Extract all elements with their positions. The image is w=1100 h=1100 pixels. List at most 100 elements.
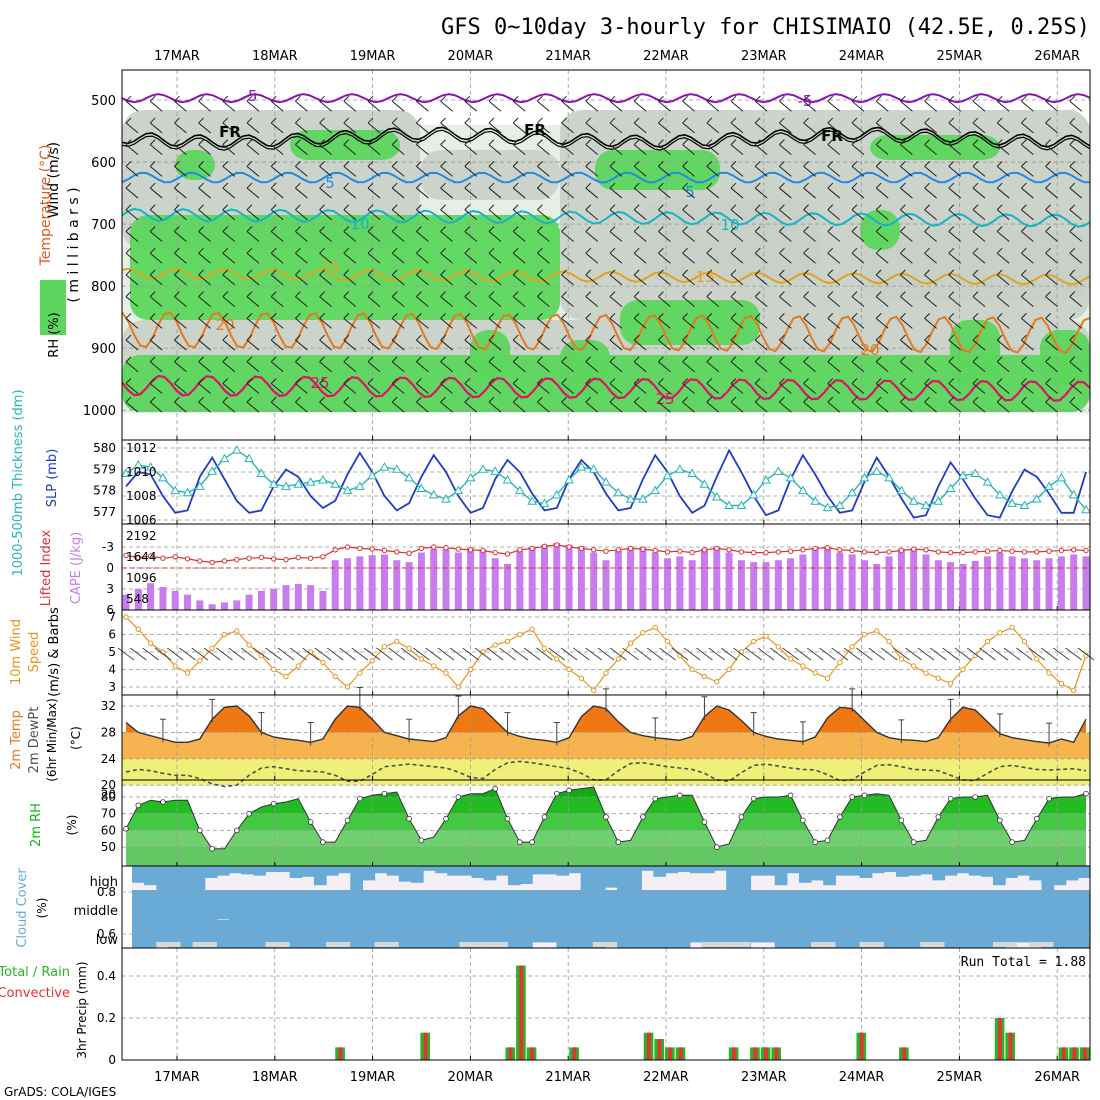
barb-staff [827, 122, 841, 134]
cape-ylabels: Lifted Index CAPE (J/kg) [39, 529, 84, 606]
wind-barb [125, 226, 139, 242]
cape-bar [700, 548, 708, 610]
wind-barb [222, 378, 236, 394]
barb-staff [996, 274, 1010, 286]
barb-staff [972, 274, 986, 286]
thickness-point [404, 472, 414, 482]
cloud-high-bar [313, 866, 327, 886]
barb-staff [246, 361, 260, 373]
barb-flag [537, 396, 543, 403]
barb-staff [488, 317, 502, 329]
wind-barb [343, 204, 357, 221]
barb-flag [585, 247, 592, 254]
barb-staff [658, 187, 671, 199]
barb-flag [875, 204, 882, 211]
barb-flag [851, 160, 858, 167]
wind-barb [1045, 95, 1058, 112]
thickness-point [970, 468, 981, 478]
cape-bar [319, 590, 327, 610]
wind-barb [512, 95, 526, 112]
wind-barb [633, 160, 647, 177]
contour-label: FR [524, 121, 546, 139]
barb-staff [851, 383, 865, 394]
thickness-point [921, 500, 931, 510]
wind-barb [609, 247, 623, 264]
li-point [935, 549, 942, 555]
cape-bar [368, 555, 376, 610]
rh-point [603, 814, 609, 820]
barb-flag [488, 117, 495, 124]
wind-barb [174, 378, 187, 394]
thickness-point [1019, 500, 1030, 510]
barb-flag [440, 182, 446, 189]
barb-flag [125, 356, 132, 363]
barb-flag [706, 269, 713, 276]
barb-staff [633, 401, 647, 413]
cloud-middle-bar [1065, 890, 1079, 920]
wind-barb [1021, 247, 1034, 264]
barb-staff [996, 165, 1010, 177]
cloud-low-bar [435, 920, 448, 948]
cloud-low-bar [883, 920, 897, 948]
barb-flag [1069, 160, 1076, 167]
cape-bar [897, 548, 905, 610]
wind-barb [803, 117, 816, 134]
rh-point [713, 844, 720, 850]
wind-barb [1045, 378, 1058, 394]
cloud-middle-bar [871, 890, 885, 920]
panel-frame [121, 609, 1091, 696]
wind-barb [1021, 226, 1034, 242]
barb-flag [319, 269, 325, 276]
rh-point [652, 795, 659, 802]
cloud-high-bar [374, 866, 388, 874]
wind10-barb [363, 647, 381, 661]
cloud-high-bar [289, 866, 303, 878]
barb-flag [149, 269, 156, 276]
barb-flag [343, 334, 350, 341]
barb-staff [900, 144, 913, 156]
li-tick-label: 3 [106, 582, 114, 596]
wind-speed-point [344, 684, 351, 690]
wind-barb [319, 247, 332, 264]
barb-staff [900, 383, 913, 394]
barb-flag [972, 269, 979, 276]
wind10-barb [831, 647, 849, 661]
barb-flag [658, 182, 664, 189]
barb-flag [440, 117, 446, 124]
barb-flag [1045, 160, 1051, 167]
wind-barb [948, 95, 962, 112]
barb-staff [779, 252, 792, 264]
rh-tick-label: 80 [101, 790, 116, 804]
barb-staff [706, 209, 720, 221]
barb-staff [948, 100, 962, 112]
barb-staff [270, 296, 284, 308]
contour-label: 25 [655, 390, 674, 408]
barb-staff [1021, 252, 1034, 264]
barb-flag [754, 378, 761, 384]
cape-bar [688, 560, 696, 610]
barb-staff [633, 100, 647, 112]
cloud-high-bar [241, 866, 254, 875]
barb-flag [706, 117, 713, 124]
barb-flag [658, 204, 664, 211]
barb-staff [609, 296, 623, 308]
rh-point [381, 790, 388, 797]
barb-staff [972, 209, 986, 221]
wind-barb [174, 396, 187, 413]
rh-point [898, 817, 905, 824]
top-date-label: 20MAR [448, 49, 494, 64]
wind-barb [295, 139, 308, 156]
li-point [197, 558, 203, 564]
wind10-barb [191, 647, 209, 661]
wind-barb [246, 117, 260, 134]
barb-staff [972, 165, 986, 177]
top-date-label: 24MAR [839, 49, 885, 64]
li-point [332, 547, 338, 553]
barb-staff [754, 401, 768, 413]
barb-staff [730, 317, 744, 329]
barb-staff [246, 209, 260, 221]
cloud-low-bar [241, 920, 254, 948]
barb-staff [706, 339, 720, 351]
thickness-point [490, 466, 501, 475]
wind-barb [754, 247, 768, 264]
